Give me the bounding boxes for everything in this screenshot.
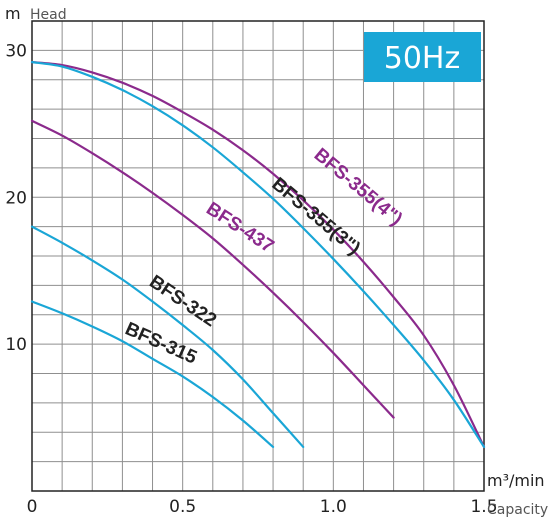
y-tick-label: 20	[5, 188, 27, 208]
series-line	[30, 61, 486, 449]
y-tick-label: 30	[5, 41, 27, 61]
series-line	[30, 225, 305, 449]
series-label: BFS-437	[202, 198, 277, 257]
x-tick-label: 0	[27, 497, 38, 517]
x-axis-label: Capacity	[487, 502, 548, 518]
x-unit: m³/min	[487, 471, 545, 490]
series-line	[30, 119, 395, 419]
y-unit: m	[5, 4, 21, 23]
frequency-badge-text: 50Hz	[384, 41, 460, 76]
x-tick-label: 1.0	[320, 497, 347, 517]
plot-frame	[31, 20, 485, 492]
frequency-badge-box	[364, 32, 481, 82]
y-axis-label: Head	[30, 7, 67, 23]
series-line	[30, 300, 275, 449]
frequency-badge: 50Hz	[364, 32, 481, 82]
x-tick-label: 1.5	[470, 497, 497, 517]
x-tick-label: 0.5	[169, 497, 196, 517]
y-tick-labels: 10 20 30	[5, 41, 27, 355]
performance-curves	[30, 61, 486, 449]
series-line	[30, 61, 486, 449]
series-label: BFS-315	[122, 318, 200, 368]
x-tick-labels: 0 0.5 1.0 1.5	[27, 497, 498, 517]
y-tick-label: 10	[5, 335, 27, 355]
chart-grid	[32, 21, 484, 491]
